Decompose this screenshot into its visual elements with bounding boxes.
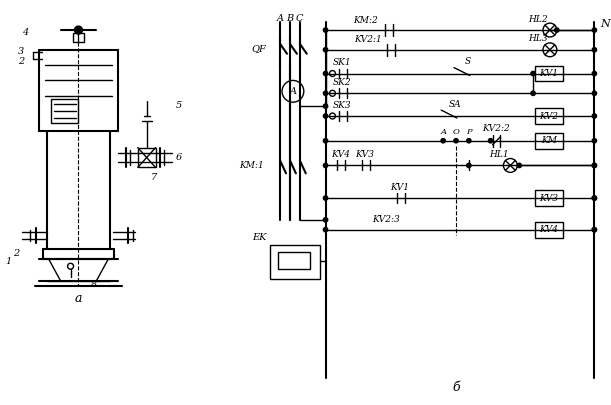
Text: 6: 6 [176,153,183,162]
Text: 4: 4 [22,28,28,36]
Circle shape [592,163,596,168]
Text: P: P [466,128,472,136]
Text: KV1: KV1 [540,69,558,78]
Circle shape [323,91,327,96]
Bar [51,99,78,123]
Text: O: O [453,128,459,136]
Text: 2: 2 [13,249,20,258]
Circle shape [592,48,596,52]
Circle shape [323,196,327,200]
Bar [535,108,563,124]
Circle shape [454,139,458,143]
Bar [137,148,156,167]
Text: KV1: KV1 [390,183,409,192]
Circle shape [323,228,327,232]
Text: HL1: HL1 [489,150,508,159]
Circle shape [323,48,327,52]
Text: KV2: KV2 [540,111,558,121]
Text: B: B [287,14,293,23]
Circle shape [323,163,327,168]
Text: KM:1: KM:1 [240,161,265,170]
Circle shape [592,139,596,143]
Text: KV4: KV4 [540,225,558,234]
Bar [270,245,320,279]
Circle shape [323,104,327,108]
Circle shape [323,139,327,143]
Circle shape [592,228,596,232]
Circle shape [467,163,471,168]
Text: SK3: SK3 [333,101,352,110]
Circle shape [488,139,492,143]
Text: KV2:2: KV2:2 [481,124,510,133]
Circle shape [323,71,327,76]
Text: SK2: SK2 [333,78,352,87]
Text: KV2:3: KV2:3 [372,215,400,224]
Text: 7: 7 [150,173,156,182]
Bar [535,66,563,81]
Circle shape [592,114,596,118]
Text: KV3: KV3 [356,150,375,159]
Text: C: C [296,14,304,23]
Text: 5: 5 [176,101,183,110]
Text: A: A [440,128,446,136]
Text: 2: 2 [18,57,24,66]
Text: 3: 3 [18,47,24,56]
Circle shape [517,163,521,168]
Circle shape [592,163,596,168]
Text: A: A [277,14,284,23]
Circle shape [323,28,327,32]
Circle shape [592,196,596,200]
Text: HL3: HL3 [529,34,548,43]
Text: 8: 8 [91,279,97,288]
Circle shape [323,114,327,118]
Circle shape [555,28,559,32]
Bar [535,190,563,206]
Text: A: A [290,87,296,96]
Circle shape [531,91,535,96]
Text: а: а [75,292,82,305]
Circle shape [592,71,596,76]
Circle shape [467,139,471,143]
Circle shape [592,196,596,200]
Circle shape [323,217,327,222]
Text: KM: KM [541,136,557,145]
Circle shape [592,228,596,232]
Text: EK: EK [252,233,266,242]
Text: HL2: HL2 [529,15,548,23]
Circle shape [441,139,445,143]
Bar [73,33,84,42]
Text: SK1: SK1 [333,58,352,67]
Text: QF: QF [252,44,266,53]
Text: б: б [452,381,460,394]
Circle shape [592,91,596,96]
Bar [535,133,563,149]
Text: SA: SA [448,100,461,109]
Circle shape [592,28,596,32]
Bar [278,252,310,269]
Circle shape [75,26,82,34]
Text: S: S [465,57,471,66]
Text: N: N [600,19,610,29]
Text: KV4: KV4 [331,150,350,159]
Circle shape [531,71,535,76]
Text: KV3: KV3 [540,194,558,202]
Text: 1: 1 [5,257,12,266]
Text: KV2:1: KV2:1 [354,35,382,45]
Text: KM:2: KM:2 [353,16,378,25]
Bar [535,222,563,238]
